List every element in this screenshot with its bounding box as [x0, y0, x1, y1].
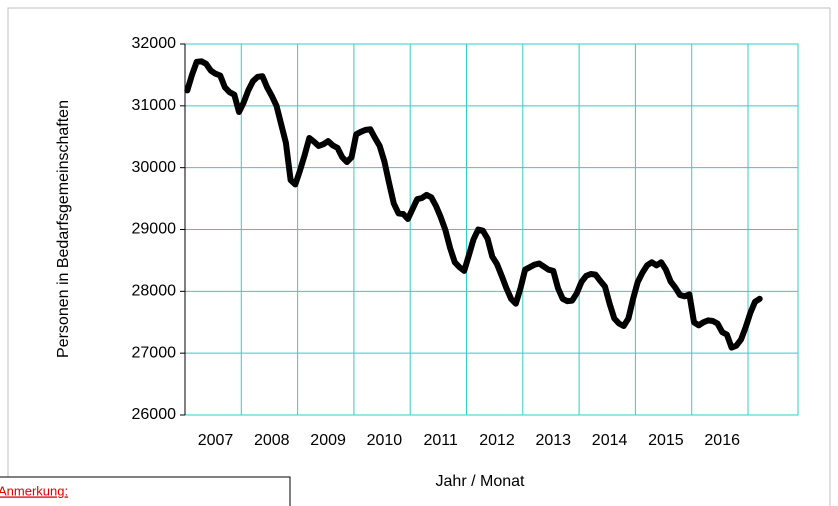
y-tick-label: 26000	[132, 406, 177, 423]
x-tick-label: 2010	[367, 432, 403, 449]
y-tick-label: 28000	[132, 283, 177, 300]
line	[184, 58, 763, 351]
x-axis-label: Jahr / Monat	[436, 473, 525, 490]
y-tick-label: 29000	[132, 221, 177, 238]
y-tick-label: 27000	[132, 344, 177, 361]
note-box	[0, 476, 291, 506]
x-tick-label: 2009	[310, 432, 346, 449]
y-tick-label: 32000	[132, 35, 177, 52]
chart-border	[7, 7, 831, 506]
x-tick-label: 2007	[198, 432, 234, 449]
x-tick-label: 2013	[535, 432, 571, 449]
x-tick-label: 2012	[479, 432, 515, 449]
x-tick-label: 2008	[254, 432, 290, 449]
x-tick-label: 2015	[648, 432, 684, 449]
y-axis-label: Personen in Bedarfsgemeinschaften	[55, 100, 72, 358]
y-tick-label: 30000	[132, 159, 177, 176]
x-tick-label: 2016	[704, 432, 740, 449]
note: Anmerkung:	[0, 483, 68, 498]
x-tick-label: 2014	[592, 432, 628, 449]
x-tick-label: 2011	[423, 432, 458, 449]
y-tick-label: 31000	[132, 97, 177, 114]
